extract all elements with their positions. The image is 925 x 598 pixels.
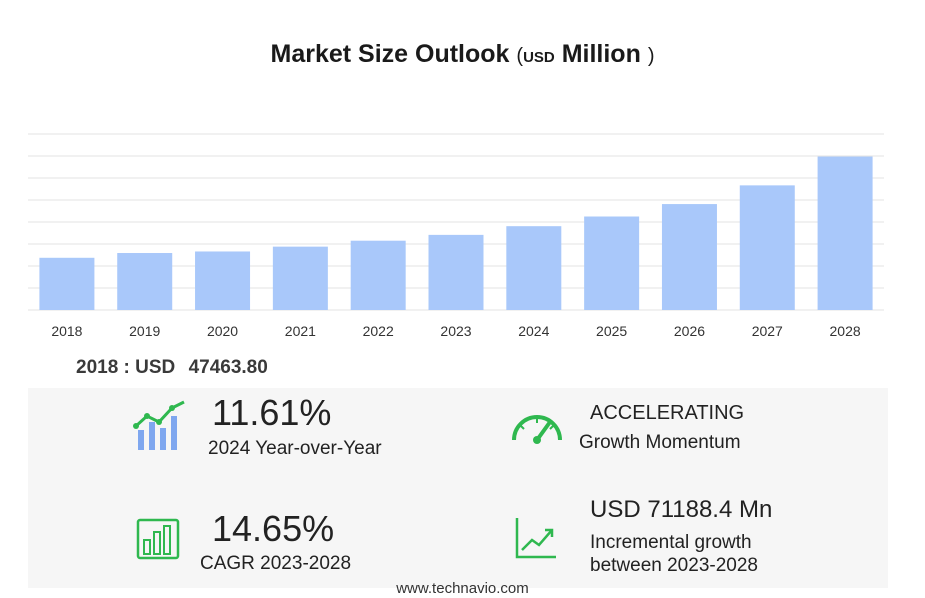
- bar-chart-svg: 2018 2019 2020 2021 2022 2023 2024 2025 2026 2027…: [28, 133, 884, 339]
- line-growth-icon: [515, 518, 556, 559]
- x-tick-label: 2024: [518, 323, 549, 339]
- momentum-label: Growth Momentum: [579, 432, 741, 453]
- x-tick-label: 2022: [363, 323, 394, 339]
- x-tick-label: 2019: [129, 323, 160, 339]
- yoy-value: 11.61%: [212, 392, 332, 433]
- bar-2024: [506, 226, 562, 310]
- yoy-label: 2024 Year-over-Year: [208, 438, 382, 459]
- x-tick-label: 2023: [440, 323, 471, 339]
- source-footer: www.technavio.com: [396, 580, 529, 597]
- base-year-value: 2018 : USD 47463.80: [76, 357, 268, 379]
- title-unit: USD: [523, 49, 555, 66]
- x-tick-label: 2027: [752, 323, 783, 339]
- bar-2026: [661, 204, 717, 310]
- base-year-label: 2018 : USD: [76, 357, 176, 378]
- bar-2021: [272, 246, 328, 310]
- title-paren-close: ): [647, 45, 655, 67]
- bar-2019: [117, 253, 173, 310]
- bar-2020: [195, 251, 251, 310]
- momentum-value: ACCELERATING: [590, 402, 745, 424]
- cagr-value: 14.65%: [212, 508, 335, 549]
- x-tick-label: 2028: [830, 323, 861, 339]
- bar-growth-icon: [133, 400, 185, 450]
- incremental-label-1: Incremental growth: [590, 532, 752, 553]
- bar-2028: [817, 156, 873, 310]
- title-text: Market Size Outlook: [270, 40, 510, 68]
- incremental-label-2: between 2023-2028: [590, 555, 758, 576]
- base-year-amount: 47463.80: [188, 357, 268, 378]
- bar-chart-icon: [136, 518, 180, 560]
- x-tick-label: 2026: [674, 323, 705, 339]
- kpi-panel: 11.61% 2024 Year-over-Year ACCELERATING …: [28, 388, 888, 588]
- title-paren-open: (: [516, 45, 524, 67]
- speedometer-icon: [512, 415, 562, 444]
- bar-2025: [584, 216, 640, 310]
- bar-2018: [39, 257, 95, 310]
- x-tick-label: 2021: [285, 323, 316, 339]
- incremental-value: USD 71188.4 Mn: [590, 496, 773, 523]
- title-unit-word: Million: [561, 40, 641, 68]
- bar-chart: 2018 2019 2020 2021 2022 2023 2024 2025 2026 2027…: [28, 120, 888, 350]
- x-tick-label: 2018: [51, 323, 82, 339]
- bar-2023: [428, 234, 484, 310]
- chart-title: Market Size Outlook (USD Million ): [0, 40, 925, 69]
- bar-2027: [739, 185, 795, 310]
- x-tick-label: 2025: [596, 323, 627, 339]
- cagr-label: CAGR 2023-2028: [200, 553, 352, 574]
- x-tick-label: 2020: [207, 323, 238, 339]
- bar-2022: [350, 240, 406, 310]
